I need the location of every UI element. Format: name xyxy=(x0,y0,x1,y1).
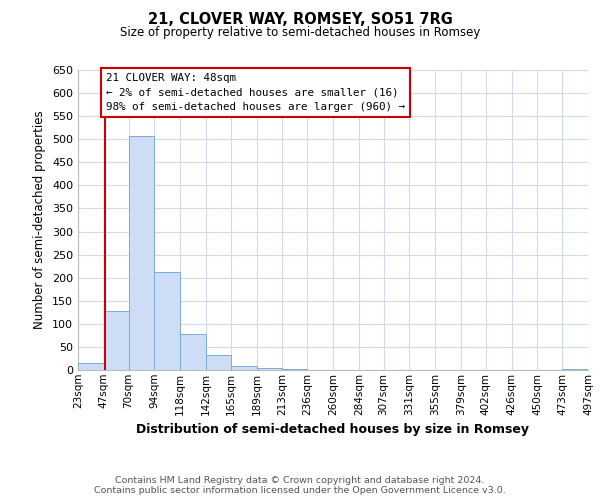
Bar xyxy=(231,366,257,370)
Text: Contains HM Land Registry data © Crown copyright and database right 2024.: Contains HM Land Registry data © Crown c… xyxy=(115,476,485,485)
Text: Size of property relative to semi-detached houses in Romsey: Size of property relative to semi-detach… xyxy=(120,26,480,39)
Bar xyxy=(104,312,128,370)
Bar xyxy=(128,136,154,370)
X-axis label: Distribution of semi-detached houses by size in Romsey: Distribution of semi-detached houses by … xyxy=(137,423,530,436)
Y-axis label: Number of semi-detached properties: Number of semi-detached properties xyxy=(34,110,46,330)
Text: 21, CLOVER WAY, ROMSEY, SO51 7RG: 21, CLOVER WAY, ROMSEY, SO51 7RG xyxy=(148,12,452,28)
Bar xyxy=(283,369,307,370)
Text: 21 CLOVER WAY: 48sqm
← 2% of semi-detached houses are smaller (16)
98% of semi-d: 21 CLOVER WAY: 48sqm ← 2% of semi-detach… xyxy=(106,73,405,112)
Bar xyxy=(562,368,588,370)
Bar xyxy=(180,334,206,370)
Bar xyxy=(257,368,283,370)
Text: Contains public sector information licensed under the Open Government Licence v3: Contains public sector information licen… xyxy=(94,486,506,495)
Bar xyxy=(206,355,231,370)
Bar xyxy=(154,272,180,370)
Bar xyxy=(78,362,104,370)
